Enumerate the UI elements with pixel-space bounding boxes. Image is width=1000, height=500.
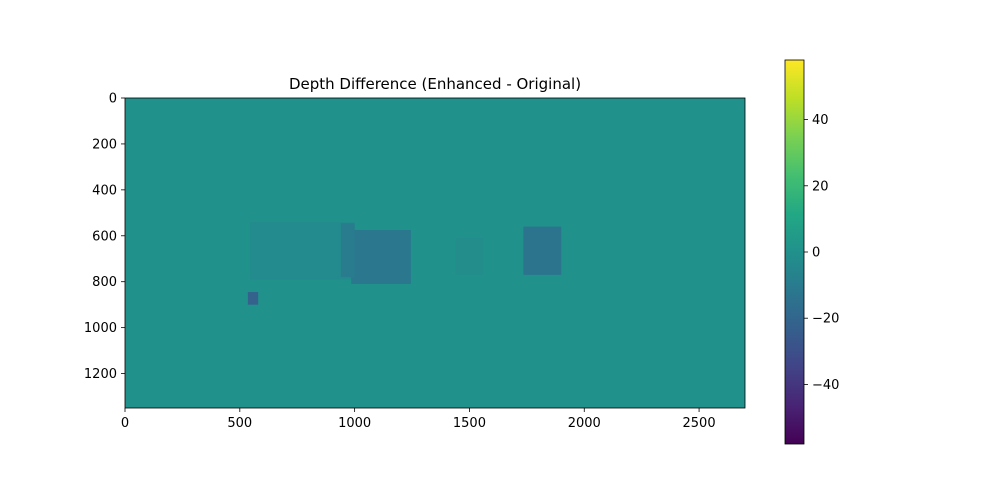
x-tick-label: 1000 (338, 416, 371, 431)
colorbar-tick-label: −20 (812, 312, 839, 327)
chart-title: Depth Difference (Enhanced - Original) (289, 75, 581, 93)
y-tick-label: 0 (109, 92, 117, 107)
heatmap-axes: 0 500 1000 1500 2000 2500 0 200 400 600 800 1000 120… (84, 92, 746, 431)
colorbar-tick-label: 40 (812, 113, 829, 128)
colorbar (784, 59, 805, 445)
x-tick-label: 2500 (683, 416, 716, 431)
y-tick-label: 600 (92, 229, 117, 244)
heatmap-region-left-object-block (351, 230, 411, 284)
colorbar-tick-label: −40 (812, 378, 839, 393)
x-tick-label: 2000 (568, 416, 601, 431)
x-tick-label: 1500 (453, 416, 486, 431)
heatmap-region-middle-faint-object (455, 238, 484, 275)
y-tick-label: 1000 (84, 321, 117, 336)
y-tick-label: 1200 (84, 367, 117, 382)
colorbar-tick-label: 20 (812, 179, 829, 194)
heatmap-region-left-object-edge (340, 223, 355, 278)
heatmap-region-left-object-faint (250, 222, 355, 280)
x-tick-label: 500 (227, 416, 252, 431)
heatmap-region-right-object-block (523, 226, 562, 275)
y-tick-label: 400 (92, 183, 117, 198)
colorbar-tick-label: 0 (812, 246, 820, 261)
y-tick-label: 800 (92, 275, 117, 290)
plot-frame (124, 97, 746, 409)
heatmap-background (125, 98, 745, 408)
x-tick-label: 0 (121, 416, 129, 431)
heatmap-region-small-streak (247, 292, 259, 305)
colorbar-axis: 40 20 0 −20 −40 (804, 113, 839, 393)
y-tick-label: 200 (92, 137, 117, 152)
heatmap-image (125, 98, 745, 408)
